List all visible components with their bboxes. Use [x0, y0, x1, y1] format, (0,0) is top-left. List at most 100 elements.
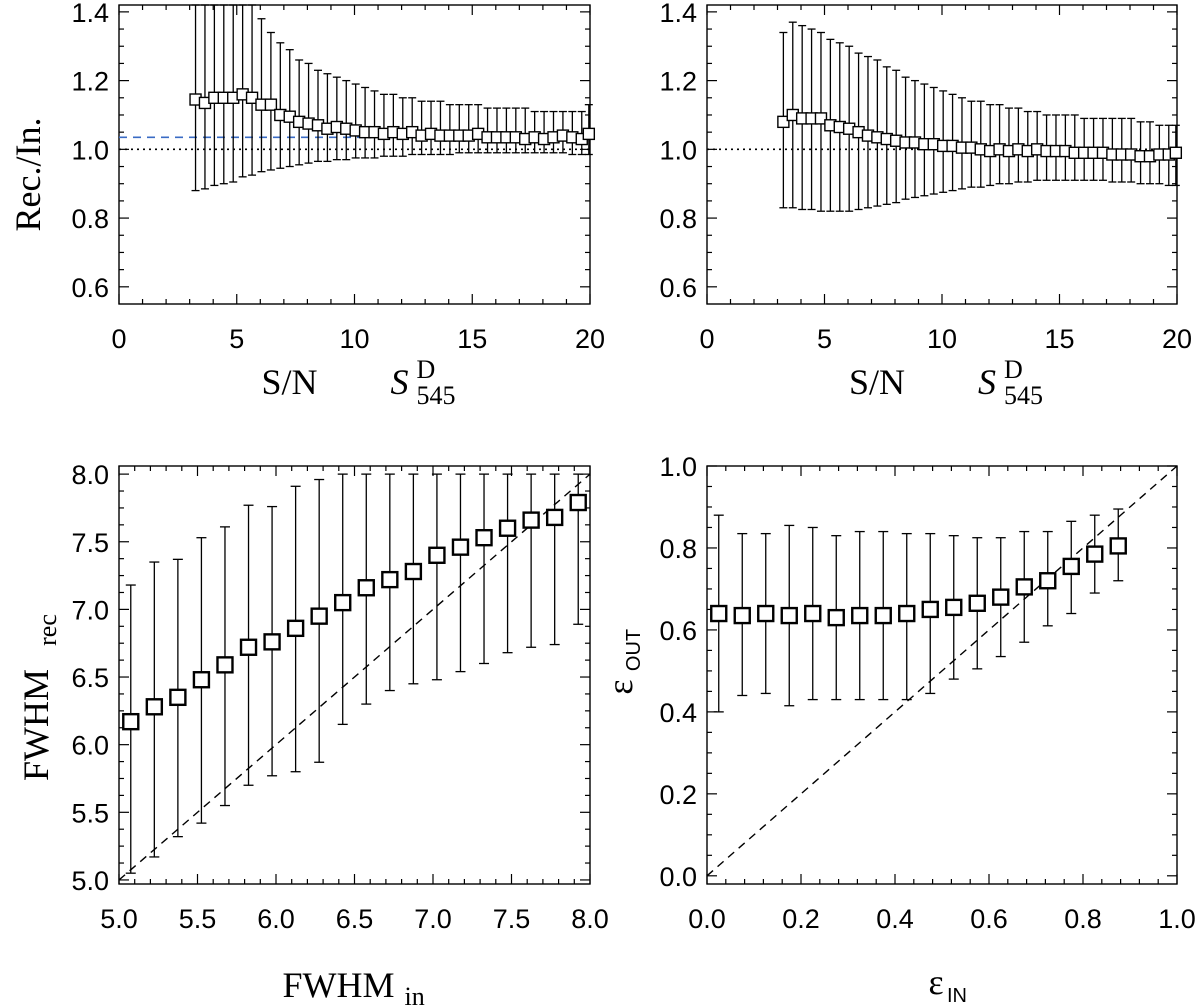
y-tick-label: 8.0: [71, 460, 109, 490]
x-tick-label: 0.6: [970, 904, 1008, 934]
data-point: [264, 98, 278, 111]
data-point: [757, 604, 775, 623]
panel-p3: 5.0 5.5 6.0 6.5 7.0 7.5 8.0 5.0 5.5 6.0 6.5 7.0 7.5 8…: [16, 460, 609, 1008]
y-tick-label: 1.0: [71, 135, 109, 165]
x-axis-title-superscript: D: [417, 355, 436, 384]
data-point: [1015, 578, 1033, 596]
data-point: [263, 633, 281, 651]
data-point: [169, 688, 187, 707]
y-tick-label: 0.6: [71, 273, 109, 303]
y-tick-label: 0.8: [659, 534, 697, 564]
y-tick-label: 0.4: [659, 698, 697, 728]
x-tick-label: 0.0: [688, 904, 726, 934]
x-tick-label: 20: [575, 324, 605, 354]
x-tick-label: 10: [339, 324, 369, 354]
data-point: [286, 619, 305, 638]
data-point: [428, 546, 446, 564]
y-tick-label: 0.2: [659, 780, 697, 810]
data-point: [310, 607, 328, 625]
data-point: [239, 638, 258, 656]
y-tick-label: 0.8: [659, 204, 697, 234]
one-to-one-line: [118, 473, 591, 881]
x-tick-label: 20: [1162, 324, 1192, 354]
y-tick-label: 7.5: [71, 528, 109, 558]
y-tick-label: 0.8: [71, 204, 109, 234]
data-point: [451, 538, 470, 556]
data-point: [357, 579, 375, 597]
y-tick-label: 6.5: [71, 663, 109, 693]
x-tick-label: 8.0: [571, 904, 609, 934]
data-point: [404, 562, 423, 581]
data-point: [216, 656, 234, 674]
x-tick-label: 5.5: [179, 904, 217, 934]
y-tick-label: 6.0: [71, 731, 109, 761]
x-axis-title-subscript: in: [405, 982, 425, 1008]
x-axis-title: ε: [928, 962, 943, 1002]
x-axis-title: S/N: [849, 362, 905, 402]
data-point: [874, 606, 892, 625]
data-point: [334, 593, 352, 612]
data-point: [1062, 557, 1080, 576]
y-tick-label: 5.0: [71, 866, 109, 896]
x-axis-title-symbol: S: [978, 362, 996, 402]
data-point: [1086, 545, 1104, 563]
x-tick-label: 0: [111, 324, 126, 354]
data-point: [968, 594, 986, 612]
x-tick-label: 10: [927, 324, 957, 354]
data-point: [827, 608, 845, 627]
data-point: [381, 570, 399, 589]
x-axis-title-subscript: IN: [947, 985, 967, 1007]
y-tick-label: 0.6: [659, 273, 697, 303]
y-tick-label: 1.0: [659, 135, 697, 165]
y-tick-label: 1.4: [659, 0, 697, 28]
x-tick-label: 6.5: [336, 904, 374, 934]
data-point: [192, 671, 211, 689]
data-point: [710, 604, 728, 623]
x-tick-label: 6.0: [257, 904, 295, 934]
x-tick-label: 5.0: [100, 904, 138, 934]
x-axis-title-subscript: 545: [1004, 381, 1043, 410]
x-tick-label: 0.8: [1064, 904, 1102, 934]
data-point: [498, 519, 517, 537]
x-tick-label: 1.0: [1158, 904, 1196, 934]
data-point: [945, 598, 963, 617]
data-point: [569, 493, 587, 512]
y-tick-label: 1.4: [71, 0, 109, 28]
y-axis-title: Rec./In.: [8, 118, 48, 232]
data-point: [522, 511, 540, 529]
x-tick-label: 7.0: [414, 904, 452, 934]
x-axis-title: S/N: [261, 362, 317, 402]
data-point: [582, 127, 596, 141]
x-axis-title-symbol: S: [391, 362, 409, 402]
x-tick-label: 5: [229, 324, 244, 354]
x-tick-label: 0.4: [876, 904, 914, 934]
x-tick-label: 0.2: [782, 904, 820, 934]
x-tick-label: 15: [1044, 324, 1074, 354]
plot-frame: [706, 465, 1178, 885]
data-point: [921, 600, 939, 619]
y-tick-label: 5.5: [71, 798, 109, 828]
panel-p4: 0.0 0.2 0.4 0.6 0.8 1.00.00.20.40.60.81.0ε INε…: [600, 452, 1196, 1007]
y-tick-label: 1.0: [659, 452, 697, 482]
y-axis-title-subscript: OUT: [623, 629, 645, 671]
x-axis-title-superscript: D: [1004, 355, 1023, 384]
one-to-one-line: [706, 465, 1178, 877]
data-point: [475, 528, 493, 547]
x-axis-title: FWHM: [282, 965, 394, 1005]
data-point: [1109, 537, 1127, 555]
data-point: [1039, 572, 1057, 590]
x-tick-label: 0: [699, 324, 714, 354]
y-tick-label: 1.2: [71, 67, 109, 97]
data-point: [780, 606, 798, 625]
x-tick-label: 5: [817, 324, 832, 354]
data-point: [804, 604, 822, 623]
x-tick-label: 15: [457, 324, 487, 354]
y-axis-title-subscript: rec: [33, 614, 62, 646]
data-point: [545, 508, 564, 527]
y-tick-label: 7.0: [71, 595, 109, 625]
data-point: [122, 712, 140, 731]
y-tick-label: 0.0: [659, 862, 697, 892]
